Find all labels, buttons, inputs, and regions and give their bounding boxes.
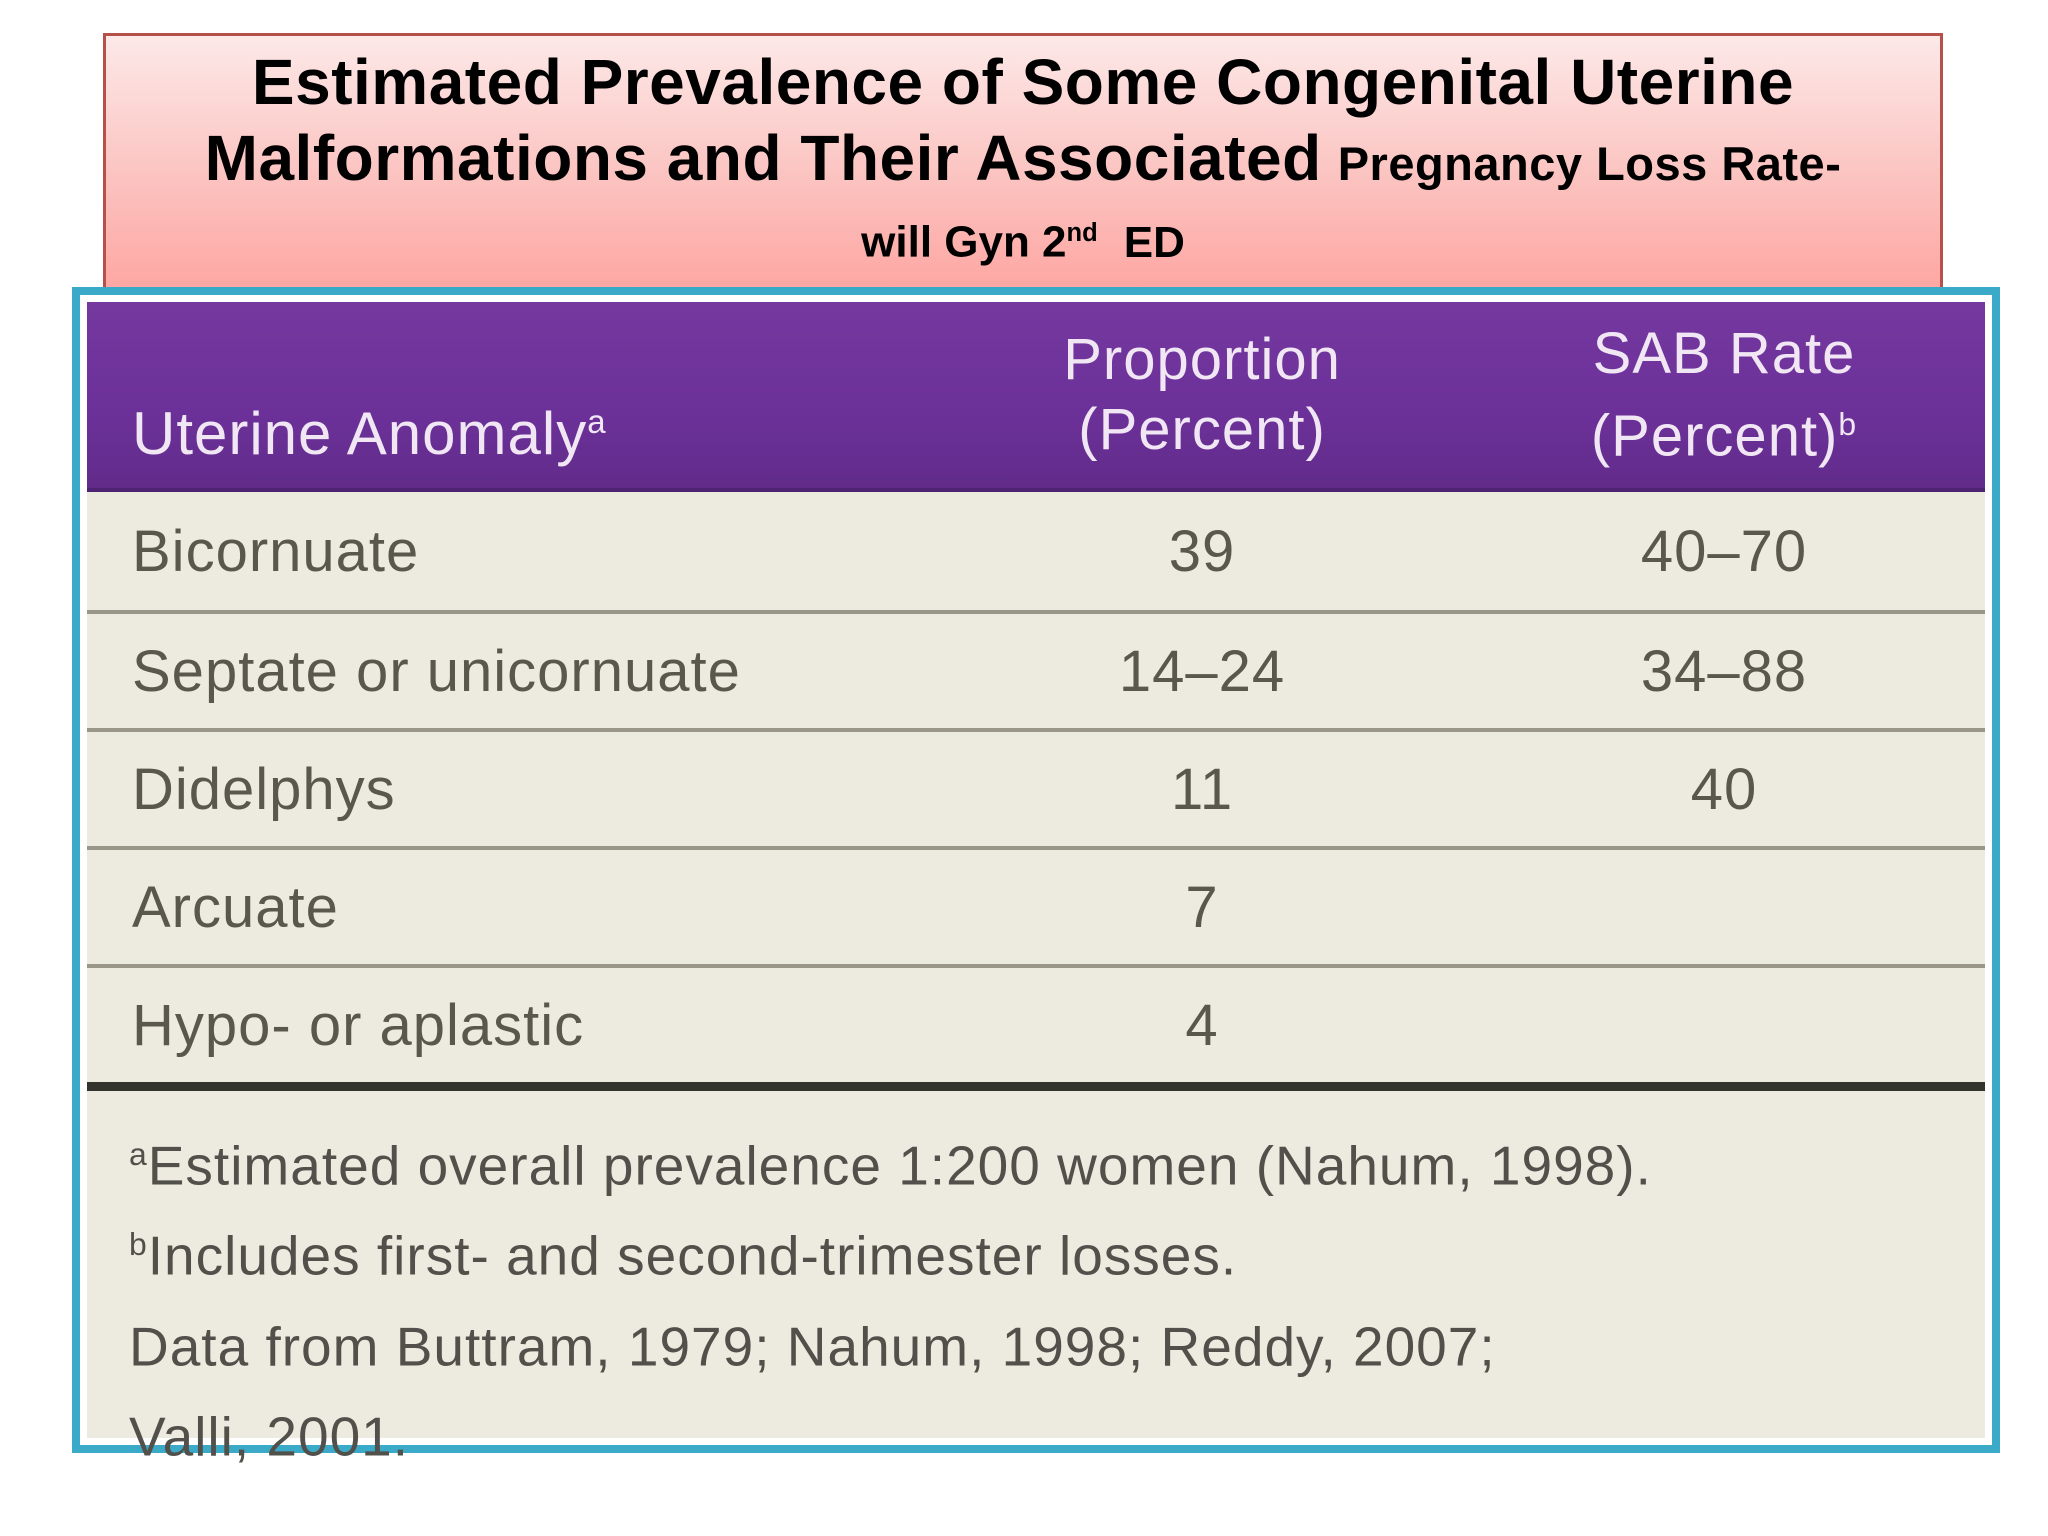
cell-proportion: 7 — [1185, 874, 1219, 940]
table-row-bicornuate: Bicornuate 39 40–70 — [87, 492, 1985, 610]
slide-title-line3: will Gyn 2nd ED — [106, 202, 1940, 274]
title-text-line1: Estimated Prevalence of Some Congenital … — [251, 46, 1795, 118]
table-row-hypo-or-aplastic: Hypo- or aplastic 4 — [87, 964, 1985, 1082]
footnote-sup: b — [129, 1226, 148, 1263]
title-text-line3: will Gyn 2 — [861, 217, 1067, 267]
slide-title-line1: Estimated Prevalence of Some Congenital … — [106, 44, 1940, 120]
footnote-marker-b: b — [1838, 405, 1858, 442]
header-sab-rate: SAB Rate (Percent)b — [1463, 319, 1985, 471]
cell-anomaly: Hypo- or aplastic — [132, 992, 585, 1058]
table-frame: Uterine Anomalya Proportion (Percent) SA… — [72, 287, 2000, 1467]
cell-proportion: 11 — [1170, 756, 1234, 822]
table-row-septate-or-unicornuate: Septate or unicornuate 14–24 34–88 — [87, 610, 1985, 728]
title-text-ed: ED — [1123, 217, 1185, 267]
footnote-marker-a: a — [587, 403, 607, 440]
table-footnotes: aEstimated overall prevalence 1:200 wome… — [87, 1082, 1985, 1476]
footnote-text: Includes first- and second-trimester los… — [147, 1224, 1238, 1287]
header-proportion: Proportion (Percent) — [941, 325, 1463, 465]
header-uterine-anomaly-label: Uterine Anomaly — [132, 400, 588, 467]
cell-anomaly: Septate or unicornuate — [132, 638, 741, 704]
title-text-line2-main: Malformations and Their Associated — [204, 122, 1322, 194]
footnote-line: bIncludes first- and second-trimester lo… — [129, 1205, 1965, 1295]
header-proportion-line2: (Percent) — [1078, 397, 1326, 462]
footnote-line: Data from Buttram, 1979; Nahum, 1998; Re… — [129, 1296, 1965, 1386]
footnote-text: Data from Buttram, 1979; Nahum, 1998; Re… — [129, 1314, 1496, 1377]
cell-proportion: 14–24 — [1118, 638, 1286, 704]
slide-title-line2: Malformations and Their Associated Pregna… — [106, 120, 1940, 202]
footnote-text: Valli, 2001. — [129, 1405, 410, 1468]
header-uterine-anomaly-label-wrap: Uterine Anomalya — [132, 399, 607, 468]
table-header-row: Uterine Anomalya Proportion (Percent) SA… — [87, 302, 1985, 492]
title-superscript-nd: nd — [1066, 219, 1098, 247]
cell-anomaly: Didelphys — [132, 756, 396, 822]
footnote-text: Estimated overall prevalence 1:200 women… — [147, 1134, 1652, 1197]
header-sab-rate-line2-wrap: (Percent)b — [1463, 389, 1985, 471]
header-sab-rate-line2: (Percent) — [1590, 403, 1839, 469]
uterine-anomaly-table: Uterine Anomalya Proportion (Percent) SA… — [87, 302, 1985, 1467]
cell-sab-rate: 34–88 — [1640, 638, 1808, 704]
table-row-arcuate: Arcuate 7 — [87, 846, 1985, 964]
title-text-line2-small: Pregnancy Loss Rate- — [1337, 137, 1842, 190]
cell-proportion: 39 — [1168, 518, 1236, 584]
slide-title-box: Estimated Prevalence of Some Congenital … — [103, 33, 1943, 290]
header-sab-rate-line1: SAB Rate — [1592, 320, 1856, 386]
header-uterine-anomaly: Uterine Anomalya — [87, 302, 941, 488]
cell-sab-rate: 40 — [1690, 756, 1758, 822]
table-row-didelphys: Didelphys 11 40 — [87, 728, 1985, 846]
footnote-line: aEstimated overall prevalence 1:200 wome… — [129, 1115, 1965, 1205]
cell-anomaly: Bicornuate — [132, 518, 420, 584]
cell-anomaly: Arcuate — [132, 874, 339, 940]
cell-sab-rate: 40–70 — [1640, 518, 1808, 584]
footnote-sup: a — [129, 1136, 148, 1172]
cell-proportion: 4 — [1185, 992, 1219, 1058]
header-proportion-line1: Proportion — [1063, 327, 1341, 392]
footnote-line: Valli, 2001. — [129, 1386, 1965, 1476]
